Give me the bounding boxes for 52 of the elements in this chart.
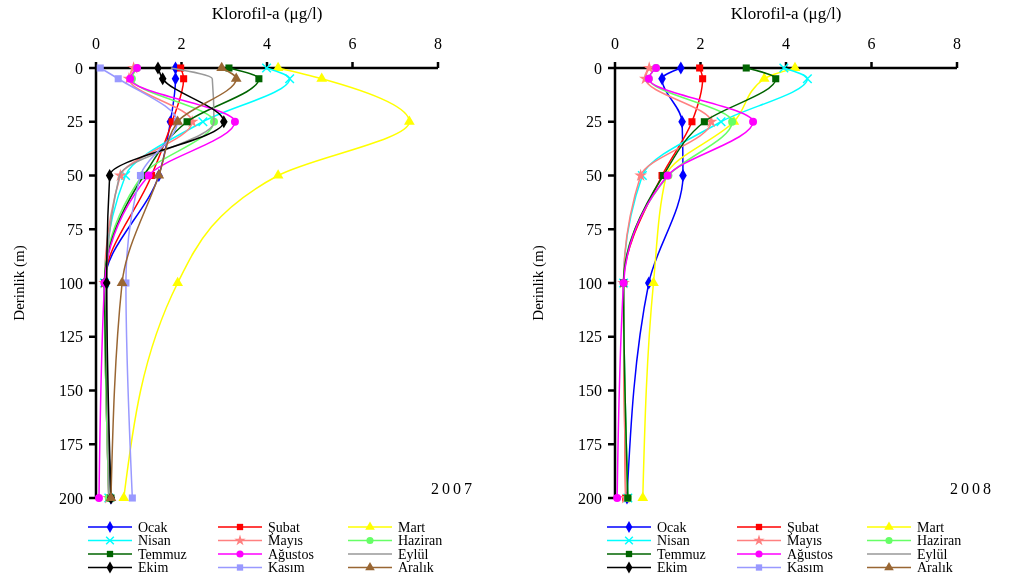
x-tick-label: 0 (611, 35, 619, 52)
x-tick-label: 8 (434, 35, 442, 52)
y-tick-label: 50 (67, 167, 83, 185)
legend-label: Haziran (917, 533, 962, 549)
legend-label: Temmuz (657, 546, 706, 562)
legend-label: Ekim (657, 560, 688, 576)
legend-label: Ocak (138, 519, 168, 535)
legend-label: Nisan (657, 533, 690, 549)
y-tick-label: 25 (586, 113, 602, 131)
y-tick-label: 150 (578, 382, 602, 400)
y-tick-label: 175 (59, 435, 83, 453)
legend-label: Mart (917, 519, 945, 535)
y-tick-label: 0 (75, 59, 83, 77)
legend-label: Ekim (138, 560, 169, 576)
legend-label: Ocak (657, 519, 687, 535)
legend-label: Eylül (917, 546, 948, 562)
legend-label: Haziran (398, 533, 443, 549)
legend-label: Şubat (787, 519, 819, 535)
x-tick-label: 4 (782, 35, 790, 52)
y-tick-label: 75 (586, 220, 602, 238)
x-tick-label: 6 (867, 35, 876, 52)
y-tick-label: 100 (59, 274, 83, 292)
annotation: 2007 (431, 480, 475, 497)
y-axis-title: Derinlik (m) (11, 245, 28, 321)
x-axis-title: Klorofil-a (μg/l) (211, 4, 323, 23)
legend-label: Eylül (398, 546, 429, 562)
y-tick-label: 125 (59, 328, 83, 346)
y-tick-label: 200 (59, 489, 83, 507)
y-tick-label: 100 (578, 274, 602, 292)
x-tick-label: 8 (953, 35, 961, 52)
y-tick-label: 50 (586, 167, 602, 185)
x-tick-label: 4 (263, 35, 271, 52)
legend-label: Aralık (917, 560, 953, 576)
y-tick-label: 150 (59, 382, 83, 400)
x-tick-label: 6 (348, 35, 357, 52)
legend-label: Mart (398, 519, 426, 535)
x-tick-label: 0 (92, 35, 100, 52)
y-tick-label: 200 (578, 489, 602, 507)
x-axis-title: Klorofil-a (μg/l) (730, 4, 842, 23)
legend-label: Şubat (268, 519, 300, 535)
annotation: 2008 (950, 480, 994, 497)
legend-label: Nisan (138, 533, 171, 549)
y-tick-label: 25 (67, 113, 83, 131)
y-axis-title: Derinlik (m) (530, 245, 547, 321)
y-tick-label: 175 (578, 435, 602, 453)
x-tick-label: 2 (177, 35, 186, 52)
y-tick-label: 0 (594, 59, 602, 77)
x-tick-label: 2 (696, 35, 705, 52)
legend-label: Aralık (398, 560, 434, 576)
y-tick-label: 75 (67, 220, 83, 238)
y-tick-label: 125 (578, 328, 602, 346)
legend-label: Temmuz (138, 546, 187, 562)
